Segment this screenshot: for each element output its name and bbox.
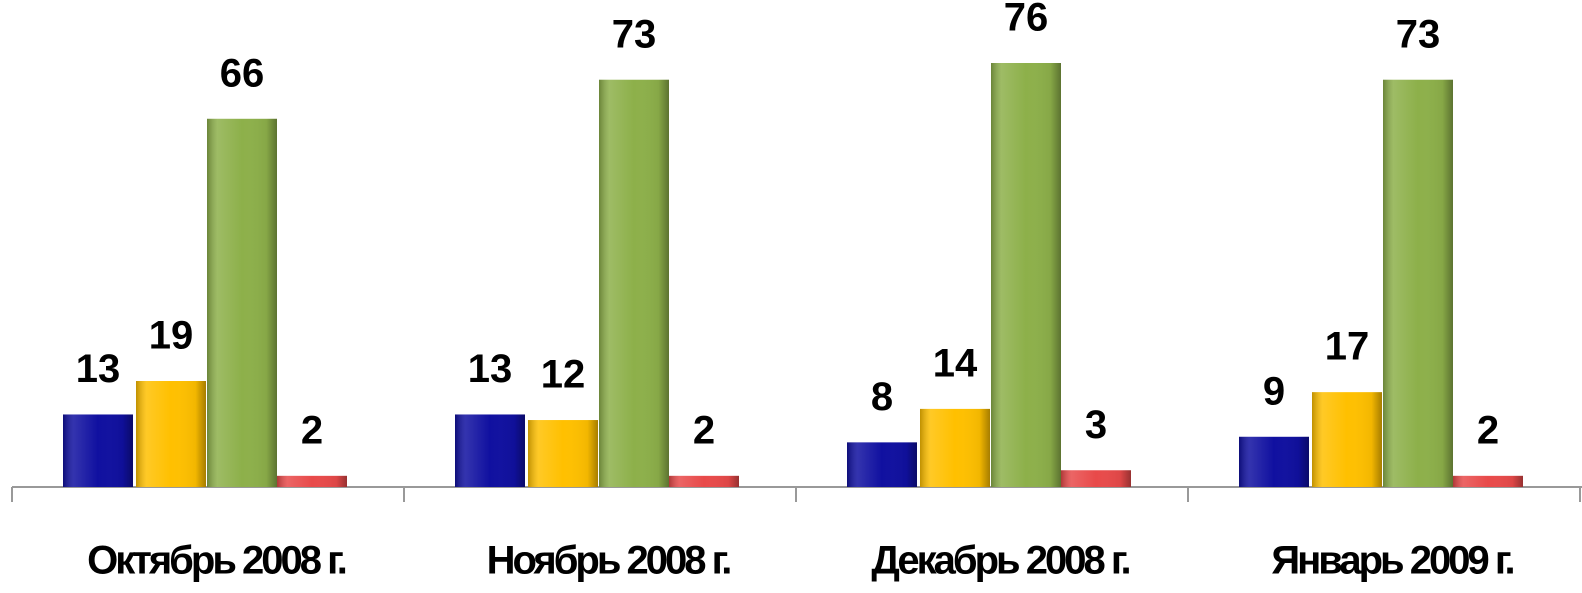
bar-shade xyxy=(1453,475,1523,487)
bar-shade xyxy=(207,118,277,487)
bar-shade xyxy=(63,414,133,487)
bar-shade xyxy=(277,475,347,487)
bar-shade xyxy=(136,381,206,487)
data-label: 2 xyxy=(301,408,323,452)
data-label: 8 xyxy=(871,375,893,419)
data-label: 73 xyxy=(612,12,657,56)
x-tick-label: Ноябрь 2008 г. xyxy=(487,539,731,583)
x-tick-label: Январь 2009 г. xyxy=(1271,539,1513,583)
bar-shade xyxy=(1383,79,1453,487)
data-label: 13 xyxy=(468,347,513,391)
bar-shade xyxy=(669,475,739,487)
data-label: 2 xyxy=(1477,408,1499,452)
bar-shade xyxy=(599,79,669,487)
bar-shade xyxy=(1061,470,1131,487)
bar-shade xyxy=(528,420,598,487)
x-tick-label: Октябрь 2008 г. xyxy=(87,539,346,583)
bar-shade xyxy=(920,408,990,487)
bar-shade xyxy=(455,414,525,487)
data-label: 3 xyxy=(1085,403,1107,447)
bar-shade xyxy=(1239,436,1309,487)
data-label: 13 xyxy=(76,347,121,391)
data-label: 2 xyxy=(693,408,715,452)
bar-shade xyxy=(847,442,917,487)
data-label: 12 xyxy=(541,353,586,397)
x-tick-label: Декабрь 2008 г. xyxy=(871,539,1129,583)
data-label: 19 xyxy=(149,314,194,358)
data-label: 76 xyxy=(1004,0,1049,40)
data-label: 17 xyxy=(1325,325,1370,369)
data-label: 73 xyxy=(1396,12,1441,56)
data-label: 14 xyxy=(933,341,978,385)
data-label: 66 xyxy=(220,51,265,95)
bar-shade xyxy=(1312,392,1382,487)
data-label: 9 xyxy=(1263,369,1285,413)
bar-shade xyxy=(991,63,1061,487)
